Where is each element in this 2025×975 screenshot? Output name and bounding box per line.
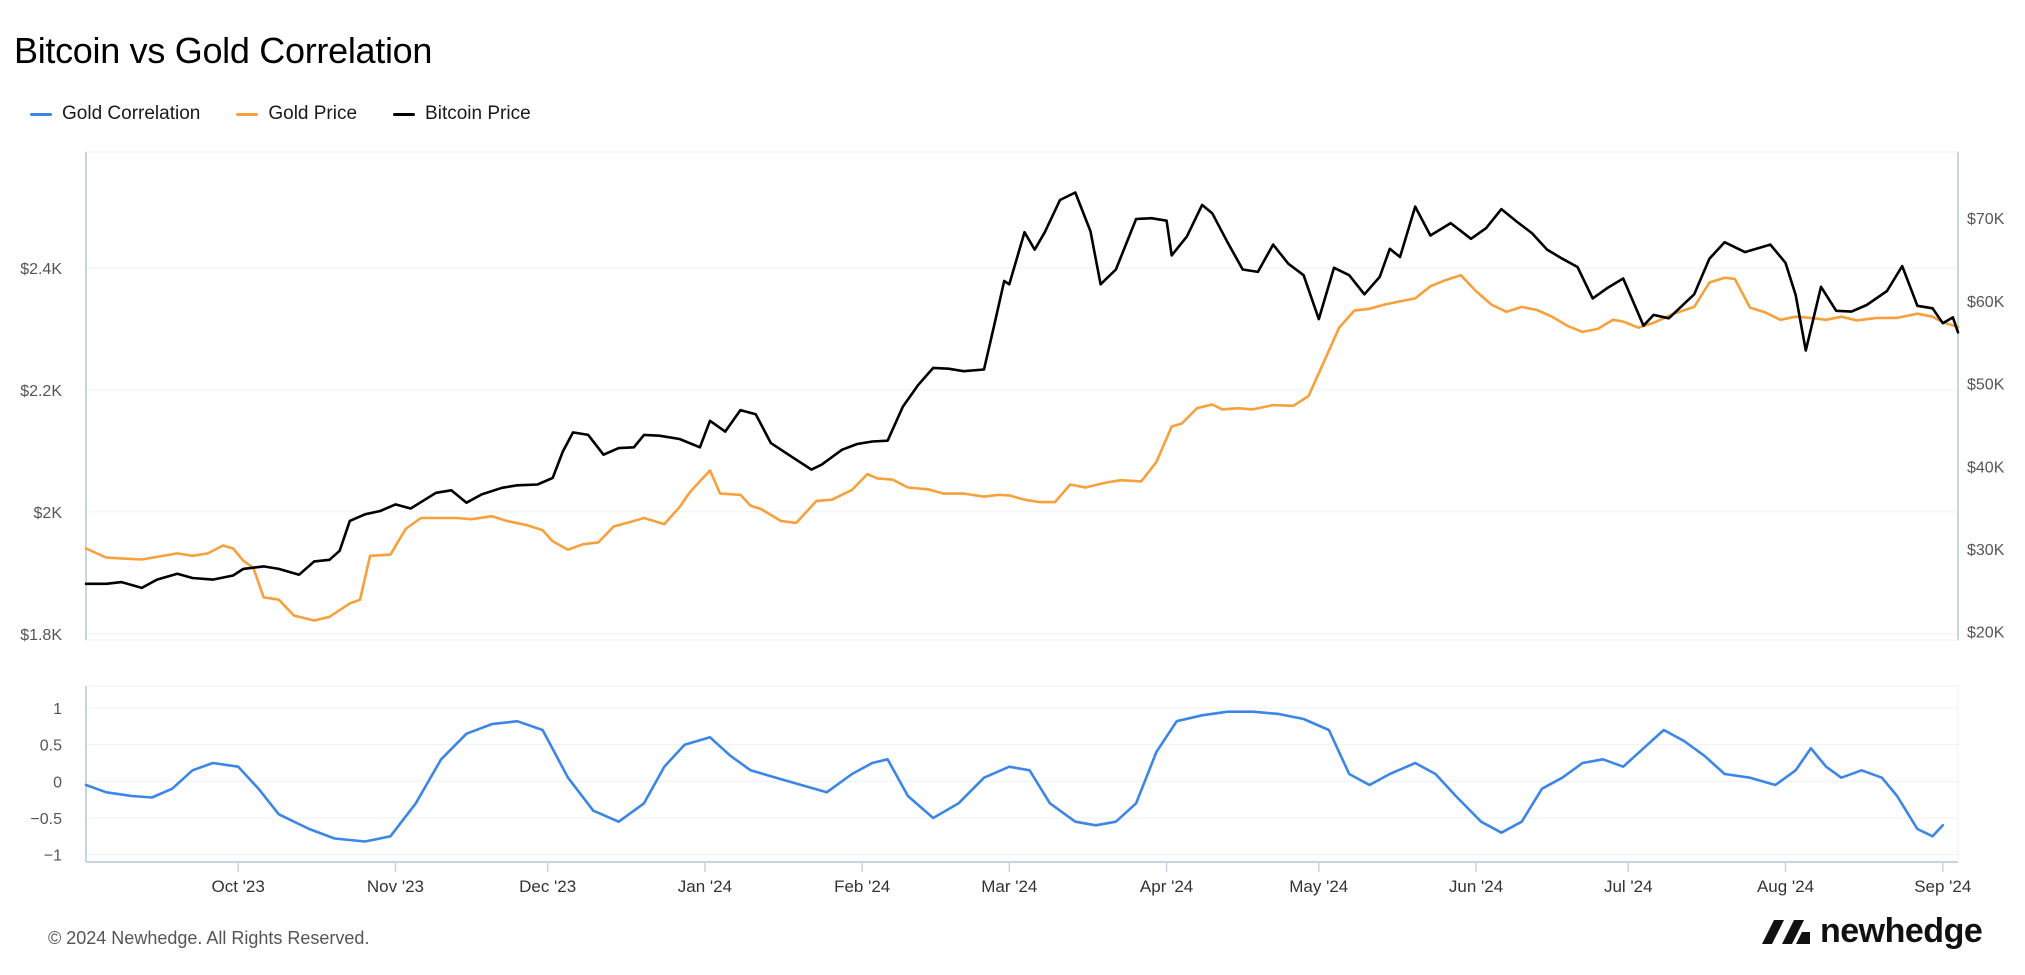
x-axis-tick-label: Aug '24 [1757,877,1814,896]
correlation-axis-tick-label: 1 [53,701,62,718]
gold-axis-tick-label: $1.8K [20,627,62,644]
copyright-text: © 2024 Newhedge. All Rights Reserved. [48,928,370,948]
brand-name: newhedge [1820,912,1983,950]
correlation-axis-tick-label: 0 [53,774,62,791]
bitcoin-axis-tick-label: $30K [1967,542,2005,559]
gold-axis-tick-label: $2K [34,505,63,522]
x-axis-tick-label: Nov '23 [367,877,424,896]
legend-swatch-bitcoin-price [393,112,416,116]
gold-axis-tick-label: $2.2K [20,383,62,400]
series-line-gold-price [84,273,1960,622]
x-axis-tick-label: Dec '23 [519,877,576,896]
chart-title: Bitcoin vs Gold Correlation [14,30,433,71]
x-axis-tick-label: Sep '24 [1914,877,1971,896]
newhedge-logo-icon [1762,919,1810,944]
x-axis-tick-label: May '24 [1289,877,1348,896]
gold-axis-tick-label: $2.4K [20,261,62,278]
legend-item-gold-price[interactable]: Gold Price [236,103,357,125]
series-line-bitcoin-price [84,191,1960,590]
bitcoin-axis-tick-label: $70K [1967,211,2005,228]
legend-label-gold-correlation: Gold Correlation [62,103,201,124]
x-axis-tick-label: Oct '23 [212,877,265,896]
legend-label-gold-price: Gold Price [268,103,358,124]
legend-item-bitcoin-price[interactable]: Bitcoin Price [393,103,531,125]
correlation-axis-tick-label: 0.5 [40,738,62,755]
correlation-panel-frame [85,685,1959,863]
x-axis-tick-label: Jan '24 [678,877,732,896]
x-axis-tick-label: Mar '24 [981,877,1037,896]
x-axis-tick-label: Jun '24 [1449,877,1503,896]
x-axis-tick-label: Apr '24 [1140,877,1193,896]
x-axis-tick-label: Feb '24 [834,877,890,896]
legend-item-gold-correlation[interactable]: Gold Correlation [30,103,200,125]
bitcoin-axis-tick-label: $20K [1967,625,2005,642]
series-line-gold-correlation [84,710,1945,843]
bitcoin-axis-tick-label: $50K [1967,377,2005,394]
legend-swatch-gold-correlation [30,112,52,116]
brand-logo[interactable]: newhedge [1760,912,1983,951]
bitcoin-axis-tick-label: $60K [1967,294,2005,311]
correlation-axis-tick-label: −0.5 [30,811,62,828]
legend-swatch-gold-price [236,112,259,116]
chart-canvas[interactable]: $1.8K $2K $2.2K $2.4K $20K $30K $40K $50K $60K $7… [0,0,2025,900]
x-axis-tick-label: Jul '24 [1604,877,1653,896]
correlation-axis-tick-label: −1 [44,848,62,865]
legend-label-bitcoin-price: Bitcoin Price [425,103,531,124]
bitcoin-axis-tick-label: $40K [1967,459,2005,476]
chart-legend: Gold Correlation Gold Price Bitcoin Pric… [30,100,531,128]
